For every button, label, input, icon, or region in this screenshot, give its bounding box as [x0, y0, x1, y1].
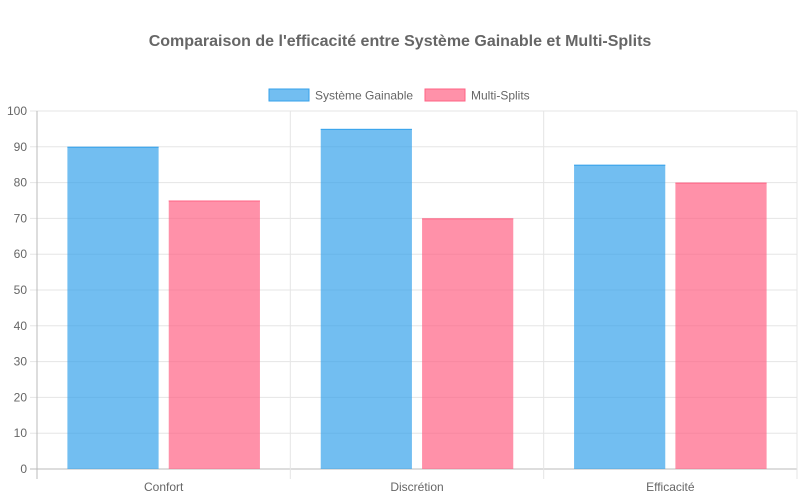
chart-title: Comparaison de l'efficacité entre Systèm… — [149, 33, 652, 50]
x-tick-label: Discrétion — [390, 480, 443, 494]
bar-multisplits-3[interactable] — [675, 182, 767, 469]
legend-swatch — [268, 88, 310, 102]
x-tick-label: Confort — [144, 480, 184, 494]
bar-multisplits-2[interactable] — [422, 218, 514, 469]
legend-item-2[interactable]: Multi-Splits — [424, 88, 530, 103]
bar-gainable-2[interactable] — [320, 128, 412, 469]
y-tick-label: 40 — [14, 319, 28, 333]
y-tick-label: 80 — [14, 176, 28, 190]
y-tick-label: 20 — [14, 390, 28, 404]
bar-multisplits-1[interactable] — [168, 200, 260, 470]
legend-item-1[interactable]: Système Gainable — [268, 88, 413, 103]
y-tick-label: 0 — [20, 462, 27, 476]
y-tick-label: 60 — [14, 247, 28, 261]
y-tick-label: 30 — [14, 355, 28, 369]
bar-gainable-3[interactable] — [574, 164, 666, 469]
y-tick-label: 100 — [7, 104, 27, 118]
y-tick-label: 70 — [14, 211, 28, 225]
y-tick-label: 90 — [14, 140, 28, 154]
chart-legend[interactable]: Système Gainable Multi-Splits — [268, 88, 530, 103]
legend-label: Système Gainable — [315, 89, 413, 103]
y-tick-label: 10 — [14, 426, 28, 440]
x-tick-label: Efficacité — [646, 480, 695, 494]
bar-gainable-1[interactable] — [67, 146, 159, 470]
legend-label: Multi-Splits — [471, 89, 530, 103]
chart-bars — [67, 128, 767, 470]
legend-swatch — [424, 88, 466, 102]
y-tick-label: 50 — [14, 283, 28, 297]
chart-axes: 0 10 20 30 40 50 60 70 80 90 100 Confort Discrétion E… — [7, 104, 695, 494]
